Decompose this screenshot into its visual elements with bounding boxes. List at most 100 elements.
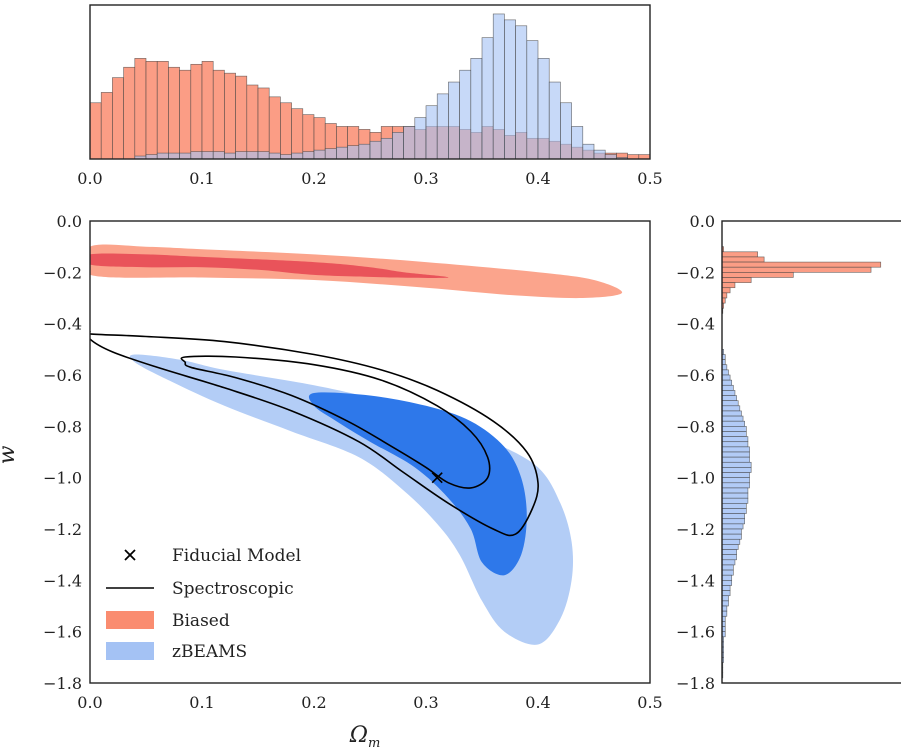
right-y-tick-3: −0.6 — [676, 366, 715, 385]
top-histogram-bars — [89, 13, 651, 160]
top-bar-zbeams-23 — [347, 145, 360, 160]
legend-label-fiducial: Fiducial Model — [172, 546, 301, 566]
y-axis-title: w — [0, 445, 20, 464]
top-bar-zbeams-42 — [560, 102, 572, 160]
top-x-tick-3: 0.3 — [413, 169, 438, 188]
main-contour-panel: 0.0 0.1 0.2 0.3 0.4 0.5 0.0 −0.2 −0.4 −0.6 −0.8 −1… — [0, 212, 663, 747]
right-bar-zbeams-39 — [722, 549, 737, 555]
top-bar-zbeams-30 — [425, 105, 438, 160]
right-bar-zbeams-38 — [722, 544, 739, 550]
top-bar-zbeams-28 — [403, 126, 416, 160]
right-bar-zbeams-26 — [722, 482, 750, 489]
right-bar-biased-6 — [722, 277, 752, 283]
main-y-tick-8: −1.6 — [43, 623, 82, 642]
main-y-tick-5: −1.0 — [43, 469, 82, 488]
right-bar-zbeams-14 — [722, 420, 745, 427]
fiducial-x-stroke-b — [431, 472, 443, 484]
fiducial-marker — [431, 472, 443, 484]
top-histogram-frame — [89, 4, 651, 160]
legend-item-fiducial: Fiducial Model — [124, 546, 301, 566]
top-bar-biased-13 — [235, 75, 248, 160]
top-bar-zbeams-35 — [481, 37, 494, 160]
legend-label-biased: Biased — [172, 611, 230, 631]
right-bar-biased-3 — [722, 261, 882, 268]
right-bar-zbeams-22 — [722, 461, 752, 468]
main-x-tick-4: 0.4 — [525, 693, 550, 712]
top-bar-zbeams-13 — [235, 151, 248, 160]
right-y-tick-labels: 0.0 −0.2 −0.4 −0.6 −0.8 −1.0 −1.2 −1.4 −1.6 −1.8 — [676, 212, 715, 693]
main-x-tick-5: 0.5 — [637, 693, 662, 712]
right-y-tick-1: −0.2 — [676, 263, 715, 282]
top-bar-biased-9 — [190, 63, 203, 160]
main-y-tick-2: −0.4 — [43, 315, 82, 334]
top-bar-zbeams-26 — [380, 137, 393, 160]
right-bar-zbeams-20 — [722, 451, 750, 458]
top-bar-zbeams-27 — [392, 132, 404, 160]
right-bar-zbeams-13 — [722, 415, 744, 422]
top-bar-biased-7 — [168, 66, 180, 160]
right-bar-biased-2 — [722, 256, 765, 263]
top-bar-zbeams-11 — [212, 151, 225, 160]
contour-spectroscopic-95 — [90, 330, 539, 537]
top-bar-biased-14 — [246, 84, 259, 160]
top-bar-biased-17 — [280, 102, 292, 160]
top-bar-zbeams-38 — [515, 25, 528, 160]
right-bar-zbeams-49 — [722, 600, 729, 607]
right-bar-zbeams-19 — [722, 446, 750, 453]
right-histogram-panel: 0.0 −0.2 −0.4 −0.6 −0.8 −1.0 −1.2 −1.4 −1.6 −1.8 — [676, 212, 901, 693]
legend: Fiducial Model Spectroscopic Biased zBEA… — [106, 546, 301, 662]
right-bar-zbeams-37 — [722, 538, 741, 545]
right-bar-zbeams-16 — [722, 431, 747, 437]
right-bar-biased-5 — [722, 272, 794, 278]
top-bar-biased-5 — [145, 61, 158, 160]
main-x-tick-labels: 0.0 0.1 0.2 0.3 0.4 0.5 — [77, 693, 662, 712]
x-axis-title: Ωm — [349, 723, 381, 747]
right-bar-zbeams-12 — [722, 410, 742, 417]
contour-spectroscopic-68 — [180, 355, 491, 489]
right-bar-zbeams-34 — [722, 523, 744, 530]
right-bar-zbeams-11 — [722, 405, 741, 412]
top-bar-zbeams-36 — [492, 13, 505, 160]
right-bar-zbeams-3 — [722, 364, 728, 371]
right-bar-zbeams-23 — [722, 467, 752, 473]
top-bar-biased-2 — [112, 77, 124, 160]
right-bar-biased-9 — [722, 292, 728, 299]
right-bar-zbeams-15 — [722, 426, 747, 432]
top-bar-zbeams-32 — [448, 81, 460, 160]
right-bar-zbeams-46 — [722, 585, 731, 591]
main-y-tick-3: −0.6 — [43, 366, 82, 385]
top-bar-zbeams-8 — [179, 152, 192, 160]
legend-label-zbeams: zBEAMS — [172, 642, 247, 662]
top-bar-zbeams-43 — [571, 126, 584, 160]
top-bar-zbeams-12 — [224, 152, 236, 160]
main-y-tick-4: −0.8 — [43, 417, 82, 436]
top-bar-biased-10 — [201, 61, 214, 160]
right-y-tick-5: −1.0 — [676, 469, 715, 488]
main-y-tick-6: −1.2 — [43, 520, 82, 539]
top-bar-zbeams-9 — [190, 151, 203, 160]
main-y-tick-7: −1.4 — [43, 571, 82, 590]
contour-regions — [90, 244, 623, 645]
top-bar-zbeams-40 — [537, 58, 550, 160]
top-bar-zbeams-39 — [526, 40, 539, 160]
right-bar-biased-4 — [722, 266, 872, 273]
right-bar-zbeams-47 — [722, 590, 731, 597]
top-bar-zbeams-33 — [459, 69, 472, 160]
legend-label-spectroscopic: Spectroscopic — [172, 579, 294, 599]
right-bar-biased-1 — [722, 251, 758, 258]
top-bar-zbeams-15 — [257, 151, 270, 160]
top-bar-zbeams-19 — [302, 151, 315, 160]
top-bar-zbeams-7 — [168, 152, 180, 160]
right-bar-zbeams-10 — [722, 400, 739, 407]
top-bar-zbeams-34 — [470, 58, 483, 160]
top-bar-biased-11 — [212, 69, 225, 160]
right-bar-zbeams-17 — [722, 436, 749, 443]
main-y-tick-9: −1.8 — [43, 674, 82, 693]
right-bar-zbeams-18 — [722, 441, 749, 448]
main-x-tick-0: 0.0 — [77, 693, 102, 712]
right-y-tick-4: −0.8 — [676, 417, 715, 436]
top-bar-zbeams-41 — [548, 81, 561, 160]
top-bar-biased-18 — [291, 108, 304, 160]
main-y-tick-0: 0.0 — [57, 212, 82, 231]
top-bar-zbeams-24 — [358, 143, 371, 160]
